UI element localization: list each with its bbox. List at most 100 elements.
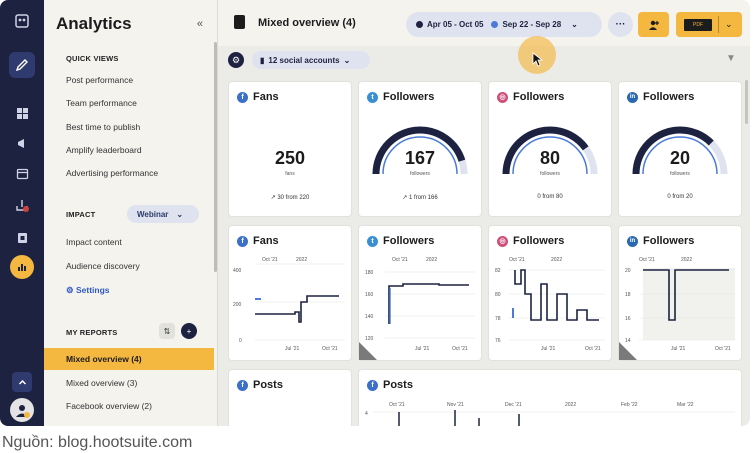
sidebar-item-best-time[interactable]: Best time to publish bbox=[66, 122, 141, 132]
sidebar-item-team-performance[interactable]: Team performance bbox=[66, 98, 137, 108]
bar-chart-icon: ▮ bbox=[260, 55, 265, 65]
x-tick-bottom-1: Jul '21 bbox=[671, 346, 686, 352]
impact-heading: IMPACT bbox=[66, 210, 96, 219]
mouse-cursor-icon bbox=[532, 52, 544, 70]
linkedin-followers-trend-chart: Oct '21 2022 20 18 16 14 Jul '21 Oct '21 bbox=[625, 257, 735, 352]
y-tick: 140 bbox=[365, 314, 374, 320]
export-pdf-button[interactable]: PDF ⌄ bbox=[676, 12, 742, 37]
facebook-icon: f bbox=[237, 91, 248, 103]
inbox-icon[interactable] bbox=[11, 194, 33, 216]
pdf-icon: PDF bbox=[684, 18, 712, 31]
date-range-picker[interactable]: Apr 05 - Oct 05 Sep 22 - Sep 28 ⌄ bbox=[406, 12, 602, 37]
sidebar-scrollbar[interactable] bbox=[214, 42, 217, 272]
x-tick: 2022 bbox=[565, 402, 576, 408]
y-tick: 78 bbox=[495, 316, 501, 322]
avatar[interactable] bbox=[10, 398, 34, 422]
metric-value: 80 bbox=[539, 148, 561, 168]
impact-select[interactable]: Webinar ⌄ bbox=[127, 205, 199, 223]
y-tick: 16 bbox=[625, 316, 631, 322]
sidebar-item-mixed-overview-4[interactable]: Mixed overview (4) bbox=[66, 354, 142, 364]
x-tick-top-2: 2022 bbox=[296, 257, 307, 263]
collapse-sidebar-button[interactable]: « bbox=[196, 18, 203, 30]
owl-logo-icon[interactable] bbox=[11, 10, 33, 32]
sidebar-title: Analytics bbox=[56, 14, 132, 33]
x-tick-top-1: Oct '21 bbox=[392, 257, 408, 263]
date-range-1-dot bbox=[416, 21, 423, 28]
button-divider bbox=[718, 16, 719, 33]
card-title: Followers bbox=[383, 235, 435, 247]
clipboard-icon[interactable] bbox=[11, 226, 33, 248]
x-tick: Nov '21 bbox=[447, 402, 464, 408]
x-tick: Feb '22 bbox=[621, 402, 638, 408]
social-accounts-filter-label: 12 social accounts bbox=[268, 55, 340, 65]
fans-trend-chart: Oct '21 2022 400 200 0 Jul '21 Oct '21 bbox=[233, 257, 345, 352]
facebook-icon: f bbox=[237, 379, 248, 391]
summary-card-instagram-followers: ◎ Followers 80 followers 0 from 80 bbox=[489, 82, 611, 216]
settings-link[interactable]: ⚙ Settings bbox=[66, 285, 110, 296]
x-tick-bottom-1: Jul '21 bbox=[541, 346, 556, 352]
x-tick-bottom-2: Oct '21 bbox=[452, 346, 468, 352]
megaphone-icon[interactable] bbox=[11, 132, 33, 154]
report-type-icon bbox=[234, 15, 245, 29]
settings-gear-icon: ⚙ bbox=[66, 285, 74, 295]
resize-corner-icon[interactable] bbox=[619, 342, 637, 360]
instagram-followers-trend-chart: Oct '21 2022 82 80 78 76 Jul '21 Oct '21 bbox=[495, 257, 605, 352]
twitter-followers-trend-chart: Oct '21 2022 180 160 140 120 Jul '21 Oct… bbox=[365, 257, 475, 352]
y-tick: 0 bbox=[239, 338, 242, 344]
metric-unit: followers bbox=[540, 171, 560, 177]
sidebar-item-amplify-leaderboard[interactable]: Amplify leaderboard bbox=[66, 145, 142, 155]
metric-value: 250 bbox=[274, 148, 306, 168]
sidebar-item-post-performance[interactable]: Post performance bbox=[66, 75, 134, 85]
chevron-down-icon[interactable]: ⌄ bbox=[725, 19, 733, 29]
instagram-icon: ◎ bbox=[497, 91, 508, 103]
x-tick-top-2: 2022 bbox=[681, 257, 692, 263]
card-title: Followers bbox=[383, 91, 435, 103]
chart-card-linkedin-followers: in Followers Oct '21 2022 20 18 16 14 Ju… bbox=[619, 226, 741, 360]
image-source-caption: Nguồn: blog.hootsuite.com bbox=[2, 434, 193, 451]
facebook-icon: f bbox=[237, 235, 248, 247]
y-tick: 160 bbox=[365, 292, 374, 298]
sort-icon[interactable]: ⇅ bbox=[159, 323, 175, 339]
chart-card-fans: f Fans Oct '21 2022 400 200 0 Jul '21 Oc… bbox=[229, 226, 351, 360]
main-scrollbar[interactable] bbox=[745, 80, 748, 124]
date-range-2: Sep 22 - Sep 28 bbox=[502, 20, 562, 29]
share-button[interactable] bbox=[638, 12, 669, 37]
calendar-icon[interactable] bbox=[11, 162, 33, 184]
y-tick: 18 bbox=[625, 292, 631, 298]
summary-card-twitter-followers: t Followers 167 followers ↗ 1 from 166 bbox=[359, 82, 481, 216]
card-header: in Followers bbox=[627, 235, 694, 247]
app-nav-rail bbox=[0, 0, 44, 426]
x-tick-top-1: Oct '21 bbox=[509, 257, 525, 263]
twitter-icon: t bbox=[367, 235, 378, 247]
sidebar-item-advertising-performance[interactable]: Advertising performance bbox=[66, 168, 159, 178]
y-tick: 82 bbox=[495, 268, 501, 274]
compose-icon[interactable] bbox=[9, 52, 35, 78]
expand-up-icon[interactable] bbox=[12, 372, 32, 392]
report-header: Mixed overview (4) Apr 05 - Oct 05 Sep 2… bbox=[218, 0, 750, 46]
cursor-highlight bbox=[518, 36, 556, 74]
y-tick: 20 bbox=[625, 268, 631, 274]
y-tick: 400 bbox=[233, 268, 242, 274]
more-options-button[interactable]: ··· bbox=[608, 12, 633, 37]
x-tick-bottom-2: Oct '21 bbox=[715, 346, 731, 352]
sidebar-item-facebook-overview[interactable]: Facebook overview (2) bbox=[66, 401, 152, 411]
chevron-down-icon: ⌄ bbox=[176, 209, 184, 219]
add-report-icon[interactable]: + bbox=[181, 323, 197, 339]
x-tick-bottom-2: Oct '21 bbox=[322, 346, 338, 352]
sidebar-item-impact-content[interactable]: Impact content bbox=[66, 237, 122, 247]
resize-corner-icon[interactable] bbox=[359, 342, 377, 360]
followers-gauge bbox=[632, 126, 728, 175]
sidebar-item-audience-discovery[interactable]: Audience discovery bbox=[66, 261, 140, 271]
social-accounts-filter[interactable]: ▮ 12 social accounts ⌄ bbox=[252, 51, 370, 69]
analytics-icon[interactable] bbox=[10, 255, 34, 279]
dashboard-icon[interactable] bbox=[11, 102, 33, 124]
y-tick: 200 bbox=[233, 302, 242, 308]
filter-icon[interactable]: ▼ bbox=[726, 53, 736, 64]
report-settings-gear-icon[interactable]: ⚙ bbox=[228, 52, 244, 68]
card-title: Followers bbox=[513, 91, 565, 103]
chart-card-twitter-followers: t Followers Oct '21 2022 180 160 140 120… bbox=[359, 226, 481, 360]
sidebar-item-mixed-overview-3[interactable]: Mixed overview (3) bbox=[66, 378, 138, 388]
card-header: f Fans bbox=[237, 91, 279, 103]
chart-card-instagram-followers: ◎ Followers Oct '21 2022 82 80 78 76 Jul… bbox=[489, 226, 611, 360]
posts-card-small: f Posts bbox=[229, 370, 351, 426]
